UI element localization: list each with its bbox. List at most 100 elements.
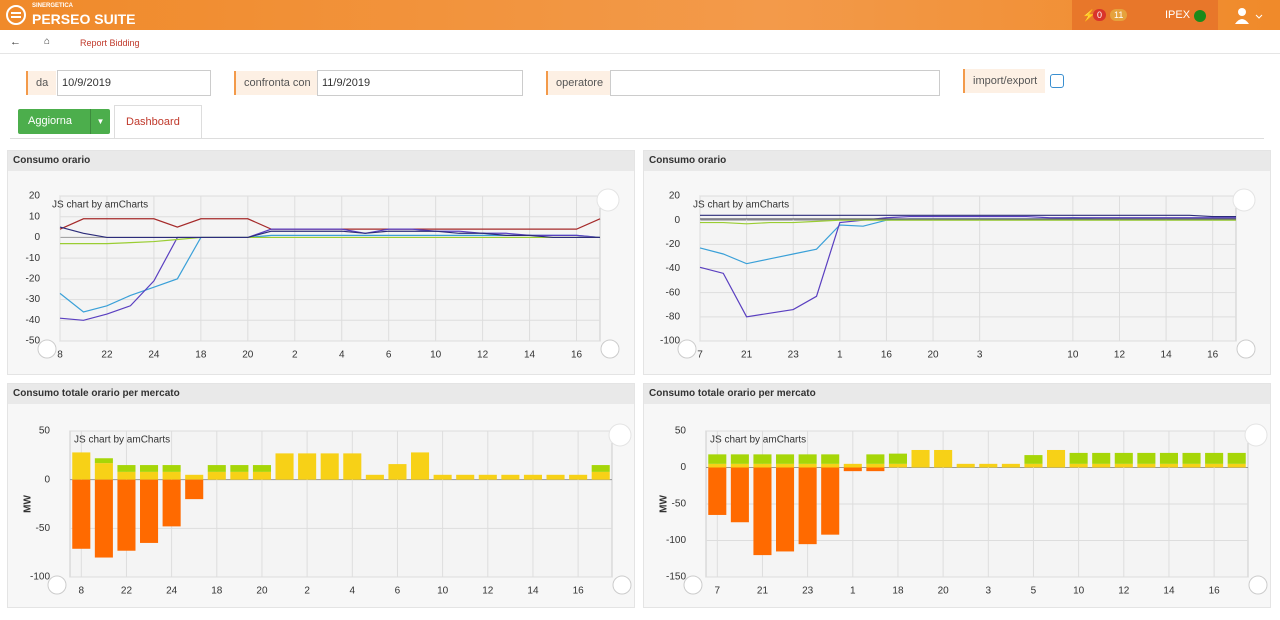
x-tick-label: 18 — [195, 350, 207, 361]
bar — [207, 471, 226, 480]
user-icon[interactable] — [1234, 7, 1264, 25]
bar — [888, 463, 907, 468]
bar — [162, 479, 181, 527]
bar — [1092, 463, 1111, 468]
bar — [1137, 463, 1156, 468]
x-tick-label: 21 — [757, 586, 769, 597]
x-tick-label: 10 — [430, 350, 442, 361]
bar — [1137, 452, 1156, 464]
scroll-handle — [1236, 339, 1256, 359]
x-tick-label: 23 — [788, 350, 800, 361]
bar — [1024, 463, 1043, 468]
download-button — [608, 423, 632, 447]
panel-title: Consumo orario — [644, 151, 1270, 171]
bar — [252, 465, 271, 472]
bar — [1114, 463, 1133, 468]
x-tick-label: 18 — [892, 586, 904, 597]
bar — [478, 474, 497, 480]
line — [700, 219, 1236, 225]
x-tick-label: 3 — [986, 586, 992, 597]
y-axis-label: MW — [659, 495, 670, 513]
plot-area — [69, 430, 613, 578]
import-export-label: import/export — [963, 69, 1046, 93]
scroll-handle — [677, 339, 697, 359]
bar — [798, 454, 817, 464]
bar — [798, 463, 817, 468]
x-tick-label: 16 — [1209, 586, 1221, 597]
tab-line — [10, 138, 1264, 139]
x-tick-label: 20 — [242, 350, 254, 361]
y-tick-label: -50 — [26, 336, 41, 347]
badge-orange[interactable]: 11 — [1110, 9, 1128, 21]
bar — [753, 454, 772, 464]
x-tick-label: 20 — [927, 350, 939, 361]
x-tick-label: 8 — [79, 586, 85, 597]
bar — [1182, 452, 1201, 464]
x-tick-label: 18 — [211, 586, 223, 597]
status-dot — [1194, 10, 1206, 22]
dashboard-tab[interactable]: Dashboard — [114, 105, 202, 138]
bar — [230, 471, 249, 480]
y-tick-label: 50 — [39, 426, 51, 437]
y-tick-label: -20 — [26, 273, 41, 284]
top-bar — [0, 0, 1280, 30]
x-tick-label: 22 — [101, 350, 113, 361]
x-tick-label: 7 — [715, 586, 721, 597]
line — [59, 226, 600, 239]
operator-input[interactable] — [610, 70, 940, 96]
y-tick-label: 20 — [29, 191, 41, 202]
bar — [888, 453, 907, 464]
home[interactable]: ⌂ — [44, 36, 51, 47]
bar — [252, 471, 271, 480]
x-tick-label: 16 — [571, 350, 583, 361]
x-tick-label: 7 — [697, 350, 703, 361]
refresh-dropdown[interactable]: ▼ — [90, 109, 110, 134]
bar — [1047, 449, 1066, 468]
bar — [523, 474, 542, 480]
line — [59, 228, 601, 321]
bar — [911, 449, 930, 468]
bar — [1114, 452, 1133, 464]
refresh-button[interactable]: Aggiorna — [18, 109, 110, 134]
from-input[interactable]: 10/9/2019 — [57, 70, 211, 96]
bar — [411, 452, 430, 480]
bar — [1001, 463, 1020, 468]
scroll-handle — [37, 339, 57, 359]
badge-red[interactable]: 0 — [1093, 9, 1107, 21]
download-button — [596, 188, 620, 212]
plot-area — [59, 195, 601, 342]
back[interactable]: ← — [10, 36, 21, 48]
download-button — [1232, 188, 1256, 212]
panel-title: Consumo orario — [8, 151, 634, 171]
bar — [798, 467, 817, 545]
bar — [207, 465, 226, 472]
bar — [776, 454, 795, 464]
x-tick-label: 14 — [524, 350, 536, 361]
operator-label: operatore — [546, 71, 612, 95]
breadcrumb-page[interactable]: Report Bidding — [80, 38, 140, 48]
bar — [776, 467, 795, 552]
x-tick-label: 2 — [304, 586, 310, 597]
from-label: da — [26, 71, 57, 95]
y-tick-label: 0 — [44, 474, 50, 485]
y-tick-label: -100 — [666, 535, 686, 546]
x-tick-label: 4 — [350, 586, 356, 597]
x-tick-label: 14 — [527, 586, 539, 597]
bar — [776, 463, 795, 468]
bar — [730, 454, 749, 464]
x-tick-label: 16 — [881, 350, 893, 361]
market[interactable]: IPEX — [1165, 9, 1191, 21]
bar — [866, 463, 885, 468]
scroll-handle — [47, 575, 67, 595]
tab-text: Dashboard — [126, 116, 180, 128]
import-export-check[interactable] — [1050, 74, 1064, 88]
panel-title: Consumo totale orario per mercato — [8, 384, 634, 404]
brand-small: SINERGETICA — [32, 3, 74, 9]
compare-input[interactable]: 11/9/2019 — [317, 70, 523, 96]
x-tick-label: 1 — [837, 350, 843, 361]
bar — [843, 463, 862, 468]
bar — [388, 464, 407, 480]
bar — [162, 465, 181, 472]
bar — [730, 467, 749, 523]
